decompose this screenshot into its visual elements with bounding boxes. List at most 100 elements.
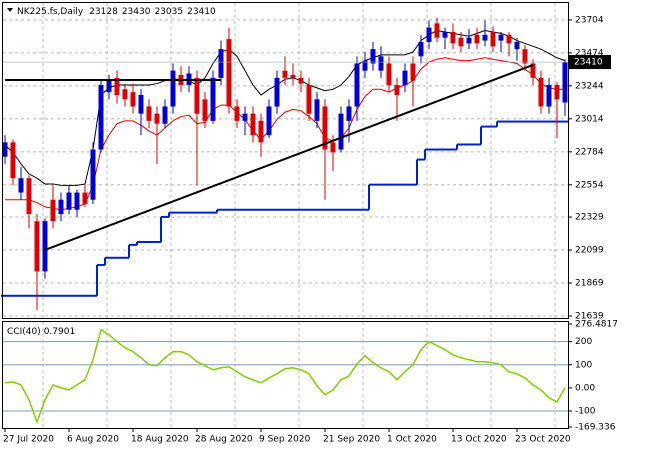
candle-body <box>338 113 344 150</box>
ohlc-high: 23430 <box>122 7 151 17</box>
candle-body <box>546 85 552 107</box>
candle-body <box>394 85 400 96</box>
last-price-box <box>569 55 611 70</box>
indicator-line <box>5 57 565 211</box>
candle-body <box>282 70 288 78</box>
candle-body <box>234 106 240 121</box>
x-tick-label: 1 Oct 2020 <box>387 435 437 445</box>
candle-body <box>562 62 568 103</box>
cci-last: 0.7901 <box>44 327 76 337</box>
candle-body <box>418 41 424 57</box>
candle-body <box>250 113 256 136</box>
y-tick-label: 21639 <box>575 311 604 321</box>
x-tick-label: 28 Aug 2020 <box>195 435 253 445</box>
candle-body <box>194 77 200 114</box>
candle-body <box>474 34 480 44</box>
candle-body <box>18 178 24 193</box>
candle-body <box>290 74 296 78</box>
y-tick-label: -169.336 <box>575 423 616 433</box>
candle-body <box>554 85 560 100</box>
trendline <box>44 63 534 251</box>
candle-body <box>522 49 528 64</box>
y-tick-label: 100 <box>575 360 592 370</box>
candle-body <box>98 85 104 150</box>
candle-body <box>10 142 16 179</box>
candle-body <box>66 192 72 210</box>
candle-body <box>514 41 520 50</box>
x-tick-label: 13 Oct 2020 <box>451 435 507 445</box>
candle-body <box>506 34 512 44</box>
candle-body <box>322 106 328 150</box>
candle-body <box>226 39 232 107</box>
candle-body <box>530 63 536 78</box>
candle-body <box>266 106 272 136</box>
y-tick-label: 22099 <box>575 246 604 256</box>
candle-body <box>218 49 224 78</box>
candle-body <box>298 77 304 84</box>
plot-layer <box>1 17 569 425</box>
axis-layer: 21639 21869 22099 22329 22554 22784 23014 23244… <box>3 15 618 445</box>
candle-body <box>330 142 336 153</box>
y-tick-label: 23014 <box>575 114 604 124</box>
grid-layer <box>3 3 568 428</box>
candle-body <box>90 149 96 200</box>
main-panel-frame <box>2 2 569 319</box>
candle-body <box>210 77 216 121</box>
candle-body <box>170 70 176 107</box>
candle-body <box>482 34 488 41</box>
candle-body <box>442 31 448 38</box>
candle-body <box>426 27 432 42</box>
candle-body <box>114 77 120 96</box>
header-arrow <box>7 8 13 12</box>
candle-body <box>202 99 208 121</box>
candle-body <box>138 95 144 114</box>
y-tick-label: 21869 <box>575 279 604 289</box>
cci-panel-frame <box>2 321 569 429</box>
candle-body <box>122 89 128 100</box>
candle-body <box>378 56 384 71</box>
candle-body <box>314 99 320 121</box>
candle-body <box>402 70 408 86</box>
symbol: NK225.fs,Daily <box>17 7 84 17</box>
candle-body <box>410 63 416 81</box>
last-price-label: 23410 <box>574 58 603 68</box>
candle-body <box>26 178 32 215</box>
header: NK225.fs,Daily 23128 23430 23035 23410 <box>17 7 216 17</box>
y-tick-label: 22554 <box>575 180 604 190</box>
y-tick-label: 23704 <box>575 15 604 25</box>
candle-body <box>306 85 312 114</box>
candle-body <box>490 31 496 47</box>
candle-body <box>82 192 88 205</box>
y-tick-label: -100 <box>575 406 596 416</box>
candle-body <box>2 142 8 157</box>
candle-body <box>74 192 80 210</box>
y-tick-label: 23244 <box>575 81 604 91</box>
candle-body <box>130 92 136 107</box>
candle-body <box>450 31 456 44</box>
candle-body <box>538 77 544 107</box>
candle-body <box>466 37 472 44</box>
cci-line <box>4 328 566 425</box>
x-tick-label: 23 Oct 2020 <box>515 435 571 445</box>
y-tick-label: 22784 <box>575 147 604 157</box>
candle-body <box>106 80 112 93</box>
x-tick-label: 6 Aug 2020 <box>67 435 119 445</box>
candle-body <box>242 113 248 121</box>
candle-body <box>498 34 504 41</box>
candle-body <box>50 199 56 222</box>
candle-body <box>146 106 152 121</box>
candle-body <box>274 77 280 107</box>
y-tick-label: 200 <box>575 337 592 347</box>
candle-body <box>58 199 64 215</box>
candle-body <box>458 37 464 47</box>
ohlc-close: 23410 <box>187 7 216 17</box>
x-tick-label: 21 Sep 2020 <box>323 435 380 445</box>
candle-body <box>162 106 168 124</box>
ohlc-open: 23128 <box>89 7 118 17</box>
x-tick-label: 27 Jul 2020 <box>3 435 54 445</box>
candle-body <box>346 106 352 121</box>
y-tick-label: 23474 <box>575 48 604 58</box>
cci-title: CCI(40) <box>7 327 41 337</box>
